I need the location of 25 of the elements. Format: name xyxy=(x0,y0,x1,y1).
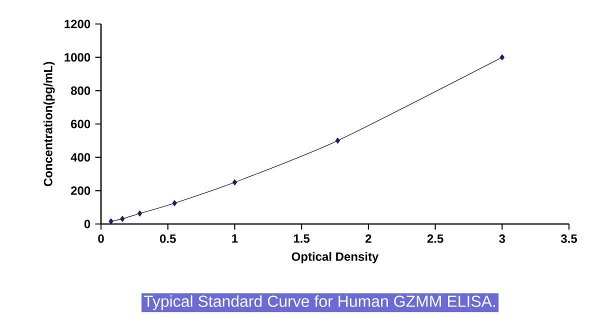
y-tick-label: 1000 xyxy=(64,53,90,62)
y-tick-label: 0 xyxy=(84,220,90,228)
y-tick-label: 200 xyxy=(71,186,90,195)
x-tick-label: 3 xyxy=(499,234,506,243)
point xyxy=(120,216,125,222)
x-axis-title: Optical Density xyxy=(292,252,379,264)
point xyxy=(335,138,340,144)
x-tick-label: 0 xyxy=(98,234,104,243)
point xyxy=(172,200,177,206)
x-tick-label: 0.5 xyxy=(160,234,176,243)
y-tick-label: 400 xyxy=(70,153,90,162)
text: Typical Standard Curve for Human GZMM ELISA. xyxy=(144,295,496,310)
point xyxy=(108,218,114,224)
x-tick-label: 1 xyxy=(232,234,238,243)
y-tick-label: 1200 xyxy=(64,20,90,28)
x-tick-label: 2.5 xyxy=(427,234,444,243)
y-tick-label: 600 xyxy=(71,120,90,128)
y-axis-title: Concentration(pg/mL) xyxy=(44,62,55,186)
x-tick-label: 3.5 xyxy=(560,234,577,243)
x-tick-label: 1.5 xyxy=(294,234,310,243)
point xyxy=(137,210,142,216)
point xyxy=(232,179,238,186)
x-tick-label: 2 xyxy=(366,234,372,243)
y-tick-label: 800 xyxy=(70,86,90,95)
point xyxy=(500,54,504,60)
